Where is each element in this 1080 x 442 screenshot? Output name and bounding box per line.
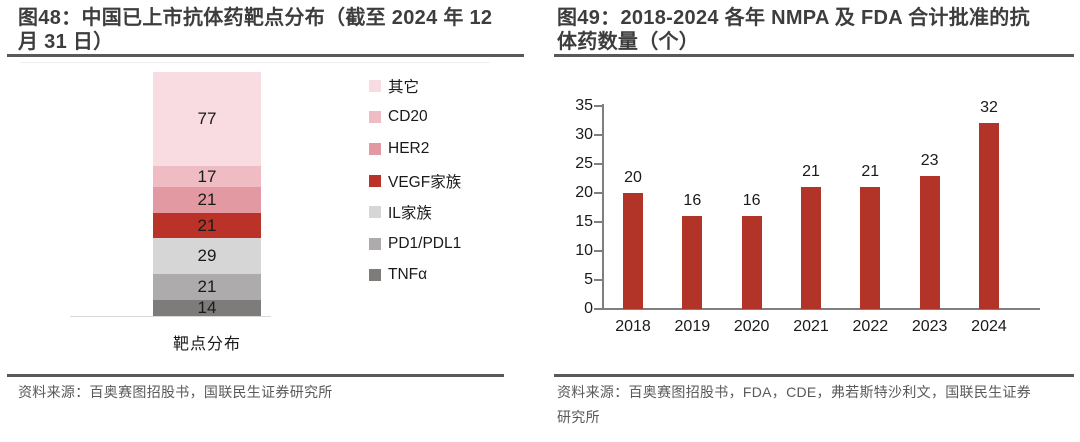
- figure49-y-tick-label: 25: [575, 155, 593, 172]
- legend-item-label: VEGF家族: [388, 173, 462, 191]
- figure49-x-tick-label: 2020: [733, 318, 770, 335]
- figure48-plot-top-border: [20, 62, 490, 63]
- figure48-x-axis-line: [70, 316, 271, 317]
- figure49-footer-rule: [554, 374, 1074, 377]
- figure49-bar-2021: [800, 187, 821, 309]
- figure49-bar-value-label: 21: [861, 163, 880, 181]
- figure49-bar-value-label: 16: [742, 192, 761, 210]
- figure49-title-underline: [554, 54, 1074, 57]
- legend-item-PD1/PDL1: PD1/PDL1: [369, 228, 461, 260]
- figure49-y-tick: [594, 250, 602, 252]
- figure49-bar-value-label: 21: [802, 163, 820, 181]
- legend-item-label: IL家族: [388, 205, 432, 223]
- figure49-bar-2020: [741, 216, 762, 309]
- stacked-bar-segment-其它: 77: [153, 72, 261, 167]
- figure49-y-tick-label: 35: [575, 97, 593, 114]
- figure49-y-tick-label: 15: [575, 213, 593, 230]
- figure49-x-tick-label: 2019: [674, 318, 711, 335]
- legend-item-label: 其它: [388, 78, 420, 96]
- legend-swatch-icon: [369, 142, 381, 155]
- figure49-y-tick: [594, 163, 602, 165]
- figure49-x-tick-label: 2018: [615, 318, 651, 335]
- legend-item-HER2: HER2: [369, 133, 461, 165]
- segment-value-label: 29: [197, 246, 217, 266]
- stacked-bar-segment-IL家族: 29: [153, 238, 261, 274]
- figure48-x-axis-label: 靶点分布: [172, 336, 241, 353]
- legend-swatch-icon: [369, 111, 381, 124]
- figure49-bar-2019: [682, 216, 703, 309]
- figure49-x-tick-label: 2022: [852, 318, 889, 335]
- legend-swatch-icon: [369, 174, 381, 187]
- figure49-bar-value-label: 16: [683, 192, 702, 210]
- legend-item-label: PD1/PDL1: [388, 234, 462, 252]
- figure49-y-tick: [594, 134, 602, 136]
- legend-swatch-icon: [369, 206, 381, 219]
- figure49-x-tick-label: 2021: [793, 318, 829, 335]
- figure49-x-tick-label: 2023: [911, 318, 948, 335]
- figure49-source-note: 资料来源：百奥赛图招股书，FDA，CDE，弗若斯特沙利文，国联民生证券 研究所: [557, 384, 1032, 425]
- legend-item-label: HER2: [388, 139, 430, 157]
- legend-item-VEGF家族: VEGF家族: [369, 165, 461, 197]
- figure49-y-tick: [594, 279, 602, 281]
- figure49-y-tick-label: 10: [575, 242, 593, 259]
- segment-value-label: 21: [197, 276, 217, 296]
- figure49-title: 图49：2018-2024 各年 NMPA 及 FDA 合计批准的抗 体药数量（…: [557, 7, 1030, 53]
- segment-value-label: 77: [197, 109, 217, 129]
- stacked-bar-segment-PD1/PDL1: 21: [153, 273, 261, 300]
- figure49-bar-value-label: 20: [624, 169, 642, 186]
- legend-swatch-icon: [369, 237, 381, 250]
- figure49-y-tick-label: 5: [584, 271, 593, 288]
- figure49-y-tick: [594, 192, 602, 194]
- legend-item-label: TNFα: [388, 266, 428, 284]
- figure49-y-tick: [594, 308, 602, 310]
- figure49-bar-value-label: 32: [980, 99, 998, 117]
- legend-item-CD20: CD20: [369, 102, 461, 134]
- legend-item-IL家族: IL家族: [369, 196, 461, 228]
- legend-item-label: CD20: [388, 108, 428, 126]
- segment-value-label: 17: [197, 166, 217, 186]
- figure49-bar-2022: [860, 187, 881, 309]
- figure49-bar-value-label: 23: [920, 151, 939, 169]
- figure49-y-tick: [594, 105, 602, 107]
- figure49-y-tick-label: 0: [584, 300, 593, 317]
- figure48-title-underline: [7, 54, 524, 57]
- figure49-bar-2024: [978, 123, 999, 309]
- segment-value-label: 14: [197, 298, 217, 318]
- figure49-y-tick-label: 30: [575, 126, 593, 143]
- figure49-y-axis-line: [602, 104, 604, 310]
- figure48-footer-rule: [7, 374, 504, 377]
- stacked-bar-segment-VEGF家族: 21: [153, 212, 261, 239]
- figure48-stacked-bar: 77 17 21 21 29 21 14: [153, 72, 261, 317]
- figure49-bar-2018: [623, 193, 643, 309]
- figure48-source-note: 资料来源：百奥赛图招股书，国联民生证券研究所: [18, 384, 333, 400]
- legend-swatch-icon: [369, 269, 381, 282]
- figure49-y-tick-label: 20: [575, 184, 593, 201]
- legend-item-TNFα: TNFα: [369, 260, 461, 292]
- figure48-legend: 其它 CD20 HER2 VEGF家族 IL家族 PD1/PDL1 TNFα: [369, 70, 461, 291]
- stacked-bar-segment-HER2: 21: [153, 187, 261, 213]
- figure49-y-tick: [594, 221, 602, 223]
- figure49-x-axis-line: [594, 308, 1040, 310]
- segment-value-label: 21: [197, 215, 217, 235]
- figure49-bar-2023: [919, 175, 940, 309]
- legend-swatch-icon: [369, 79, 381, 92]
- figure49-x-tick-label: 2024: [971, 318, 1007, 335]
- segment-value-label: 21: [197, 189, 217, 209]
- legend-item-其它: 其它: [369, 70, 461, 102]
- stacked-bar-segment-CD20: 17: [153, 166, 261, 188]
- stacked-bar-segment-TNFα: 14: [153, 298, 261, 318]
- figure48-title: 图48：中国已上市抗体药靶点分布（截至 2024 年 12 月 31 日）: [18, 7, 493, 53]
